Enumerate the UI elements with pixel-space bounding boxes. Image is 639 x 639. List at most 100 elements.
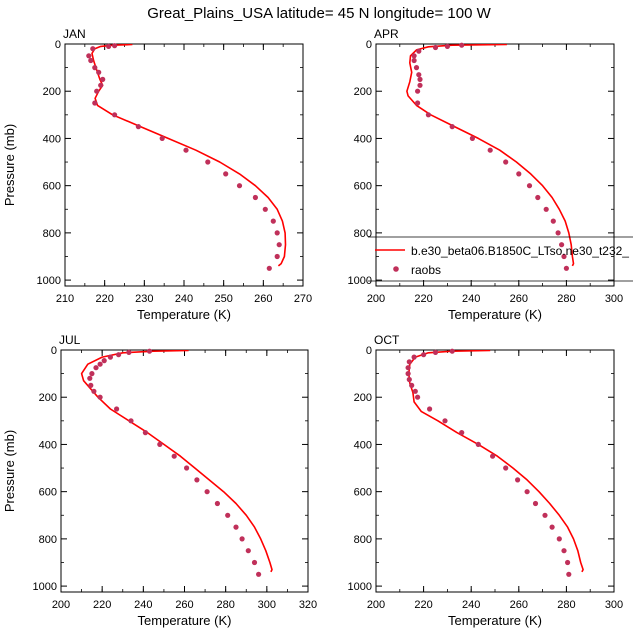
obs-point bbox=[274, 230, 280, 236]
x-tick-label: 240 bbox=[462, 599, 480, 611]
y-tick-label: 200 bbox=[43, 86, 61, 98]
obs-point bbox=[415, 88, 421, 94]
panel-label: JUL bbox=[59, 333, 81, 347]
x-axis-label: Temperature (K) bbox=[138, 613, 232, 628]
obs-point bbox=[239, 536, 245, 542]
obs-point bbox=[251, 559, 258, 566]
y-tick-label: 1000 bbox=[37, 275, 61, 287]
obs-point bbox=[223, 171, 229, 177]
x-tick-label: 280 bbox=[216, 599, 234, 611]
obs-point bbox=[550, 218, 556, 224]
obs-point bbox=[503, 465, 509, 471]
obs-point bbox=[252, 194, 258, 201]
obs-point bbox=[516, 171, 522, 177]
obs-point bbox=[90, 46, 96, 52]
obs-point bbox=[276, 242, 282, 248]
obs-point bbox=[135, 124, 141, 130]
y-tick-label: 200 bbox=[354, 86, 372, 98]
y-tick-label: 400 bbox=[43, 133, 61, 145]
obs-point bbox=[566, 571, 572, 577]
obs-point bbox=[94, 88, 100, 94]
obs-point bbox=[270, 218, 276, 224]
obs-point bbox=[89, 371, 95, 377]
y-tick-label: 200 bbox=[354, 392, 372, 404]
y-tick-label: 400 bbox=[39, 439, 57, 451]
obs-point bbox=[535, 194, 541, 201]
obs-point bbox=[406, 359, 412, 365]
x-tick-label: 220 bbox=[414, 599, 432, 611]
obs-point bbox=[126, 349, 132, 355]
obs-point bbox=[91, 388, 97, 394]
obs-point bbox=[406, 376, 412, 383]
obs-point bbox=[449, 124, 455, 130]
x-tick-label: 220 bbox=[93, 599, 111, 611]
obs-point bbox=[114, 406, 120, 412]
obs-point bbox=[526, 183, 533, 189]
y-tick-label: 400 bbox=[354, 439, 372, 451]
x-tick-label: 210 bbox=[56, 293, 74, 305]
obs-point bbox=[417, 76, 423, 82]
y-tick-label: 400 bbox=[354, 133, 372, 145]
obs-point bbox=[503, 159, 509, 165]
obs-point bbox=[112, 43, 118, 49]
y-tick-label: 800 bbox=[39, 534, 57, 546]
x-axis-label: Temperature (K) bbox=[448, 613, 542, 628]
y-tick-label: 800 bbox=[354, 228, 372, 240]
obs-point bbox=[416, 48, 422, 54]
obs-point bbox=[245, 548, 251, 554]
obs-point bbox=[532, 500, 539, 507]
y-tick-label: 0 bbox=[55, 39, 61, 51]
obs-point bbox=[412, 388, 418, 394]
panel-label: APR bbox=[374, 27, 399, 41]
obs-point bbox=[413, 65, 420, 71]
obs-point bbox=[559, 242, 565, 248]
y-tick-label: 1000 bbox=[33, 581, 57, 593]
obs-point bbox=[469, 135, 475, 141]
obs-point bbox=[411, 354, 417, 360]
obs-point bbox=[236, 183, 243, 189]
obs-point bbox=[549, 524, 555, 530]
y-tick-label: 1000 bbox=[348, 275, 372, 287]
obs-point bbox=[524, 489, 530, 495]
obs-point bbox=[88, 382, 94, 388]
obs-point bbox=[112, 112, 118, 118]
y-tick-label: 600 bbox=[354, 487, 372, 499]
obs-point bbox=[487, 147, 493, 153]
panel-jul: JUL 200 220 240 260 280 300 320 0 200 400 600 800 100… bbox=[2, 333, 317, 628]
obs-point bbox=[432, 44, 439, 51]
obs-point bbox=[171, 453, 177, 459]
x-axis-label: Temperature (K) bbox=[137, 307, 231, 322]
obs-point bbox=[266, 265, 272, 271]
obs-point bbox=[556, 536, 562, 542]
obs-point bbox=[194, 477, 200, 483]
obs-point bbox=[97, 361, 103, 367]
obs-point bbox=[93, 365, 99, 371]
obs-point bbox=[442, 418, 448, 424]
obs-point bbox=[157, 441, 163, 447]
obs-point bbox=[411, 57, 417, 64]
obs-point bbox=[92, 65, 98, 71]
obs-point bbox=[96, 69, 102, 75]
x-tick-label: 300 bbox=[258, 599, 276, 611]
obs-point bbox=[415, 100, 421, 106]
obs-point bbox=[425, 112, 431, 118]
obs-point bbox=[146, 348, 153, 354]
y-axis-label: Pressure (mb) bbox=[2, 430, 17, 512]
x-tick-label: 260 bbox=[510, 599, 528, 611]
obs-point bbox=[87, 375, 93, 381]
x-tick-label: 260 bbox=[254, 293, 272, 305]
obs-point bbox=[106, 43, 112, 50]
obs-point bbox=[432, 349, 439, 355]
obs-point bbox=[274, 253, 280, 260]
y-tick-label: 0 bbox=[51, 345, 57, 357]
obs-point bbox=[427, 406, 433, 412]
obs-point bbox=[417, 82, 423, 88]
obs-point bbox=[214, 500, 220, 507]
x-tick-label: 200 bbox=[367, 599, 385, 611]
obs-point bbox=[515, 477, 521, 483]
x-tick-label: 230 bbox=[135, 293, 153, 305]
obs-point bbox=[490, 453, 496, 459]
obs-point bbox=[409, 382, 415, 388]
y-tick-label: 800 bbox=[43, 228, 61, 240]
obs-point bbox=[97, 394, 103, 400]
